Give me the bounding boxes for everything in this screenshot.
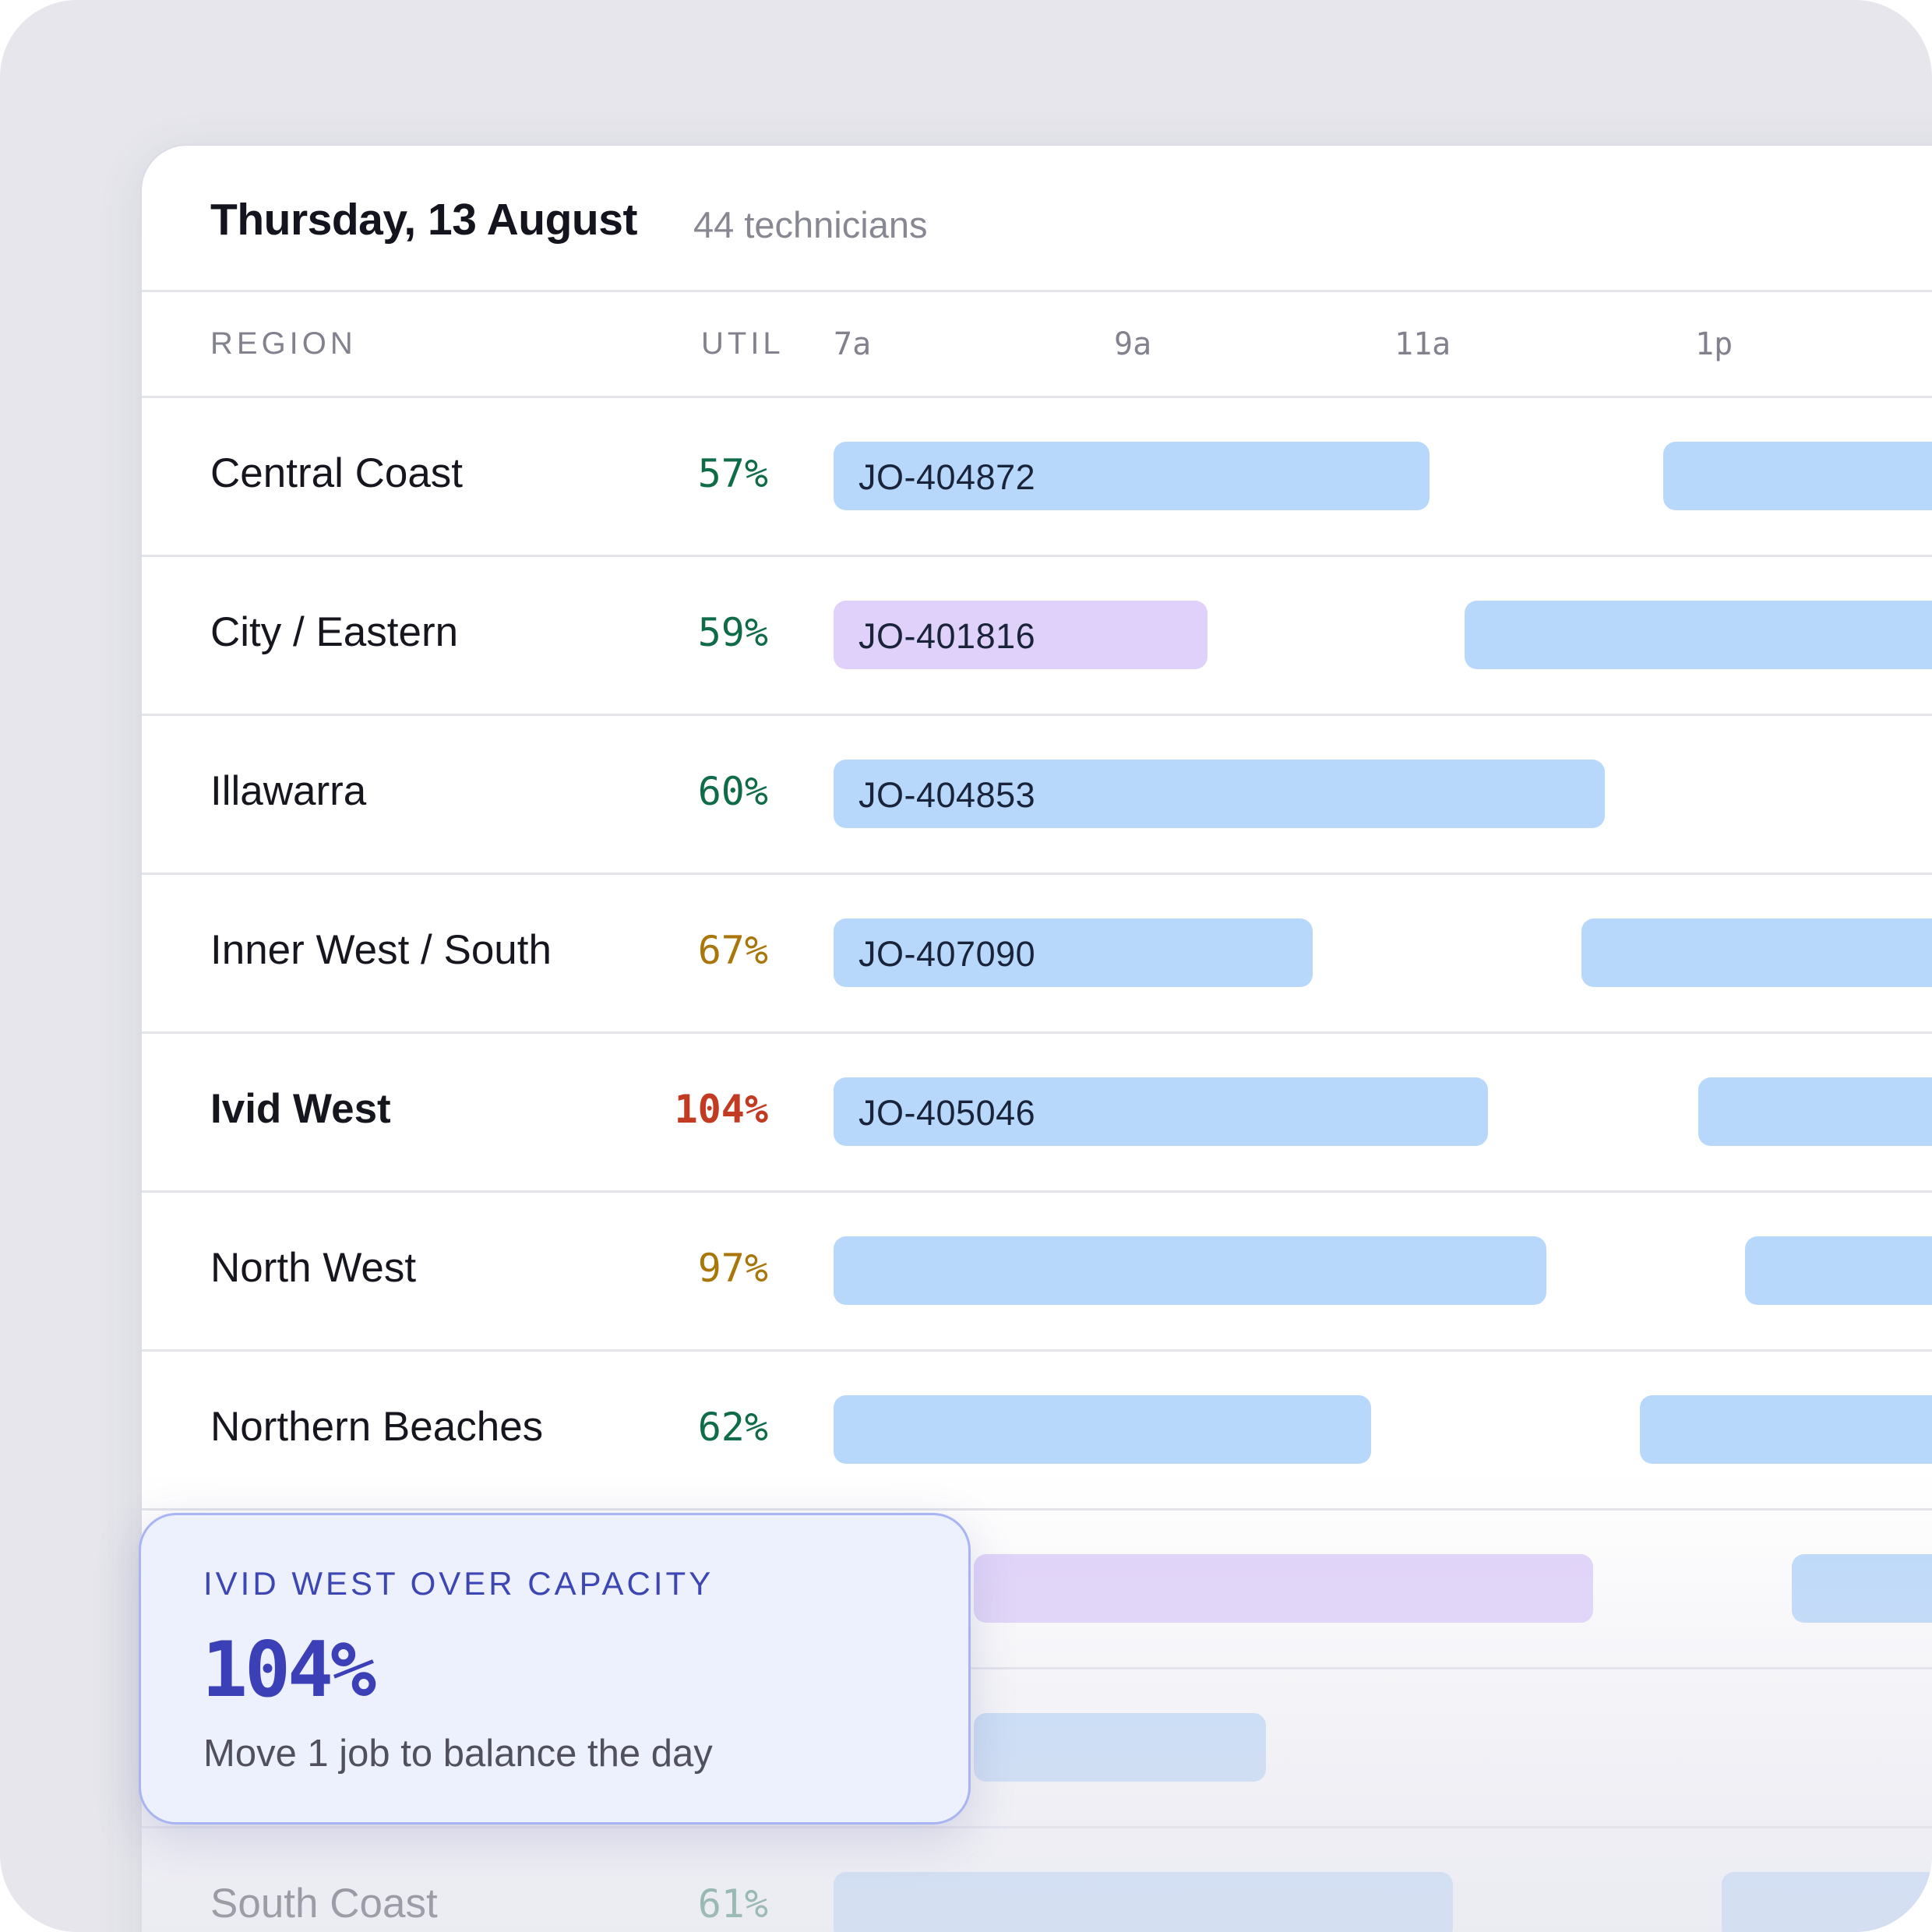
job-bar[interactable] <box>834 1395 1371 1464</box>
region-row[interactable]: Inner West / South 67% JO-407090 <box>142 875 1932 1034</box>
region-name: Central Coast <box>210 450 464 496</box>
job-bar[interactable]: JO-407090 <box>834 918 1313 987</box>
column-header-row: REGION UTIL 7a 9a 11a 1p <box>142 292 1932 398</box>
time-label: 11a <box>1394 326 1451 362</box>
page-title: Thursday, 13 August <box>210 195 637 245</box>
region-name: Ivid West <box>210 1086 391 1132</box>
job-bar[interactable] <box>834 1236 1546 1305</box>
job-id-label: JO-407090 <box>858 934 1036 974</box>
job-bar[interactable] <box>834 1872 1453 1932</box>
region-row[interactable]: Illawarra 60% JO-404853 <box>142 716 1932 875</box>
region-name: North West <box>210 1245 417 1291</box>
job-id-label: JO-401816 <box>858 616 1036 656</box>
region-name: South Coast <box>210 1881 438 1927</box>
utilization-value: 61% <box>697 1881 768 1927</box>
job-bar[interactable] <box>1465 601 1932 669</box>
job-bar[interactable] <box>974 1713 1266 1782</box>
time-label: 9a <box>1114 326 1152 362</box>
region-row[interactable]: South Coast 61% <box>142 1828 1932 1932</box>
region-row[interactable]: Central Coast 57% JO-404872 <box>142 398 1932 557</box>
time-label: 1p <box>1695 326 1733 362</box>
region-row[interactable]: City / Eastern 59% JO-401816 <box>142 557 1932 716</box>
job-id-label: JO-404853 <box>858 775 1036 815</box>
job-bar[interactable]: JO-404853 <box>834 760 1605 828</box>
region-name: Northern Beaches <box>210 1404 544 1450</box>
job-bar[interactable] <box>1745 1236 1932 1305</box>
job-bar[interactable] <box>1698 1077 1932 1146</box>
region-name: Inner West / South <box>210 927 552 973</box>
job-bar[interactable] <box>1722 1872 1932 1932</box>
job-bar[interactable]: JO-401816 <box>834 601 1208 669</box>
utilization-value: 67% <box>697 928 768 973</box>
job-bar[interactable] <box>974 1554 1593 1623</box>
region-row[interactable]: Northern Beaches 62% <box>142 1352 1932 1511</box>
utilization-value: 104% <box>674 1087 768 1132</box>
job-id-label: JO-405046 <box>858 1093 1036 1133</box>
technician-count: 44 technicians <box>693 204 928 245</box>
region-name: City / Eastern <box>210 609 459 655</box>
utilization-value: 97% <box>697 1246 768 1291</box>
job-bar[interactable]: JO-405046 <box>834 1077 1488 1146</box>
utilization-value: 60% <box>697 769 768 814</box>
job-id-label: JO-404872 <box>858 457 1036 497</box>
time-label: 7a <box>834 326 872 362</box>
region-row[interactable]: Ivid West 104% JO-405046 <box>142 1034 1932 1193</box>
callout-description: Move 1 job to balance the day <box>203 1733 713 1775</box>
utilization-value: 62% <box>697 1405 768 1450</box>
utilization-value: 59% <box>697 610 768 655</box>
region-name: Illawarra <box>210 768 367 814</box>
callout-value: 104% <box>202 1626 376 1715</box>
job-bar[interactable] <box>1663 442 1932 510</box>
over-capacity-callout[interactable]: IVID WEST OVER CAPACITY 104% Move 1 job … <box>139 1513 971 1824</box>
column-header-util[interactable]: UTIL <box>701 326 784 361</box>
schedule-header: Thursday, 13 August 44 technicians <box>142 146 1932 292</box>
job-bar[interactable] <box>1581 918 1932 987</box>
region-row[interactable]: North West 97% <box>142 1193 1932 1352</box>
job-bar[interactable] <box>1792 1554 1932 1623</box>
job-bar[interactable]: JO-404872 <box>834 442 1430 510</box>
utilization-value: 57% <box>697 451 768 496</box>
job-bar[interactable] <box>1640 1395 1932 1464</box>
column-header-region[interactable]: REGION <box>210 326 357 361</box>
callout-label: IVID WEST OVER CAPACITY <box>203 1565 714 1602</box>
